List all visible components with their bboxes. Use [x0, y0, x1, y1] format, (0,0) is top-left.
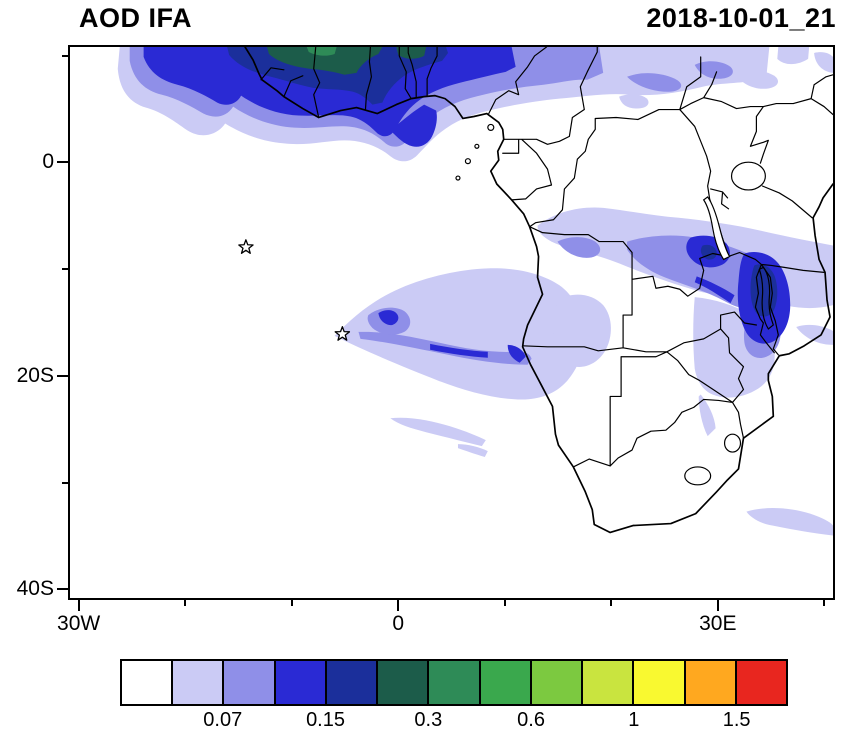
y-axis-minor-tick	[62, 481, 68, 484]
y-axis-major-tick	[57, 374, 68, 377]
colorbar-cell	[122, 661, 172, 704]
colorbar-cell	[529, 661, 582, 704]
x-axis-label: 30E	[699, 612, 737, 635]
annobon-island	[455, 175, 461, 181]
x-axis-label: 30W	[57, 612, 101, 635]
principe-island	[474, 143, 480, 149]
colorbar-tick-label: 1	[628, 709, 640, 731]
colorbar-tick-label: 0.15	[306, 709, 345, 731]
colorbar-cell	[427, 661, 479, 704]
lake-malawi	[758, 266, 775, 330]
geography	[244, 47, 833, 534]
x-axis-major-tick	[77, 600, 80, 611]
timestamp-label: 2018-10-01_21	[646, 3, 836, 33]
lake-tanganyika	[702, 196, 731, 261]
x-axis-major-tick	[397, 600, 400, 611]
aod-fill-level5	[266, 47, 427, 75]
y-axis-minor-tick	[62, 54, 68, 57]
country-borders-central-africa	[502, 47, 764, 228]
colorbar-cell	[478, 661, 530, 704]
colorbar-tick-label: 0.07	[203, 709, 243, 731]
x-axis-minor-tick	[184, 600, 187, 606]
y-axis-label: 40S	[16, 577, 54, 601]
star-marker	[334, 326, 351, 341]
x-axis-major-tick	[716, 600, 719, 611]
sao-tome-island	[464, 158, 471, 165]
x-axis-label: 0	[392, 612, 405, 635]
lake-victoria	[730, 161, 766, 191]
africa-coastline	[244, 47, 833, 534]
country-borders-west-africa	[260, 47, 548, 119]
eswatini-border	[723, 433, 742, 453]
colorbar-cell	[581, 661, 633, 704]
colorbar-cell	[273, 661, 325, 704]
colorbar-cell	[734, 661, 787, 704]
colorbar-cell	[376, 661, 428, 704]
colorbar	[120, 659, 788, 706]
x-axis-minor-tick	[610, 600, 613, 606]
star-markers	[238, 239, 351, 341]
x-axis-minor-tick	[823, 600, 826, 606]
x-axis-minor-tick	[290, 600, 293, 606]
colorbar-cell	[632, 661, 684, 704]
colorbar-tick-label: 1.5	[722, 709, 751, 731]
map-frame	[68, 45, 835, 600]
colorbar-tick-label: 0.6	[517, 709, 545, 731]
y-axis-label: 20S	[16, 363, 54, 387]
colorbar-cell	[222, 661, 274, 704]
page-title: AOD IFA	[79, 3, 193, 33]
bioko-island	[487, 123, 495, 131]
country-borders-southern-africa	[522, 226, 825, 468]
colorbar-cell	[683, 661, 735, 704]
y-axis-label: 0	[42, 150, 54, 174]
colorbar-cell	[324, 661, 377, 704]
colorbar-tick-label: 0.3	[414, 709, 443, 731]
y-axis-minor-tick	[62, 268, 68, 271]
colorbar-cell	[171, 661, 223, 704]
lesotho-border	[684, 466, 712, 486]
y-axis-major-tick	[57, 161, 68, 164]
y-axis-major-tick	[57, 588, 68, 591]
map-plot	[117, 47, 833, 536]
star-marker	[238, 239, 254, 254]
x-axis-minor-tick	[503, 600, 506, 606]
